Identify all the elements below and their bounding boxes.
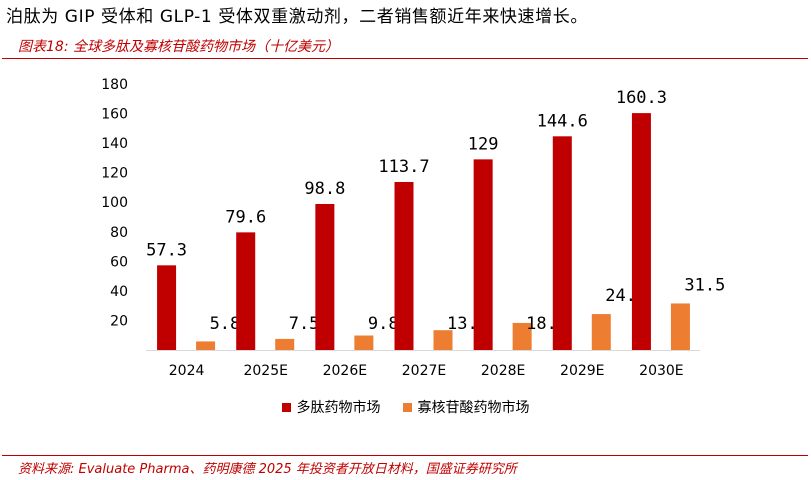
bar-oligo — [670, 303, 690, 350]
y-tick-label: 160 — [101, 107, 128, 123]
bar-oligo — [275, 338, 295, 350]
x-tick-label: 2025E — [243, 363, 287, 379]
data-label-peptide: 57.3 — [146, 240, 187, 260]
data-label-peptide: 113.7 — [378, 157, 429, 177]
y-tick-label: 100 — [101, 195, 128, 211]
title-divider — [2, 58, 808, 59]
bar-peptide — [236, 232, 256, 350]
data-label-oligo: 31.5 — [684, 275, 725, 295]
x-tick-label: 2024 — [169, 363, 205, 379]
x-tick-label: 2029E — [560, 363, 604, 379]
bar-peptide — [394, 181, 414, 350]
y-tick-label: 140 — [101, 136, 128, 152]
bar-oligo — [354, 335, 374, 350]
bar-oligo — [433, 330, 453, 350]
bar-peptide — [157, 265, 177, 350]
bar-oligo — [196, 341, 216, 350]
x-tick-label: 2028E — [481, 363, 525, 379]
legend-swatch-oligo — [402, 402, 412, 412]
source-note: 资料来源: Evaluate Pharma、药明康德 2025 年投资者开放日材… — [18, 462, 517, 477]
data-label-oligo: 5.8 — [210, 314, 241, 334]
data-label-peptide: 160.3 — [616, 88, 667, 108]
y-tick-label: 180 — [101, 77, 128, 93]
y-tick-label: 120 — [101, 166, 128, 182]
data-label-oligo: 9.8 — [368, 314, 399, 334]
legend-item-oligo: 寡核苷酸药物市场 — [402, 397, 530, 417]
data-label-peptide: 98.8 — [304, 179, 345, 199]
y-tick-label: 40 — [110, 284, 128, 300]
bar-oligo — [512, 322, 532, 350]
legend-item-peptide: 多肽药物市场 — [281, 397, 381, 417]
data-label-peptide: 79.6 — [225, 207, 266, 227]
bar-peptide — [552, 136, 572, 350]
figure-title: 图表18: 全球多肽及寡核苷酸药物市场（十亿美元） — [18, 39, 339, 55]
data-label-oligo: 7.5 — [289, 314, 320, 334]
x-tick-label: 2027E — [402, 363, 446, 379]
intro-text: 泊肽为 GIP 受体和 GLP-1 受体双重激动剂，二者销售额近年来快速增长。 — [6, 7, 588, 27]
bar-peptide — [315, 203, 335, 350]
data-label-peptide: 129 — [468, 134, 499, 154]
y-tick-label: 20 — [110, 313, 128, 329]
chart-legend: 多肽药物市场 寡核苷酸药物市场 — [0, 397, 811, 417]
legend-swatch-peptide — [281, 402, 291, 412]
footer-divider — [2, 455, 808, 456]
x-tick-label: 2026E — [323, 363, 367, 379]
bar-peptide — [631, 113, 651, 351]
x-tick-label: 2030E — [639, 363, 683, 379]
bar-oligo — [591, 314, 611, 350]
y-tick-label: 80 — [110, 225, 128, 241]
data-label-peptide: 144.6 — [537, 111, 588, 131]
bar-peptide — [473, 159, 493, 350]
legend-label-peptide: 多肽药物市场 — [296, 400, 381, 416]
y-tick-label: 60 — [110, 254, 128, 270]
legend-label-oligo: 寡核苷酸药物市场 — [417, 400, 530, 416]
